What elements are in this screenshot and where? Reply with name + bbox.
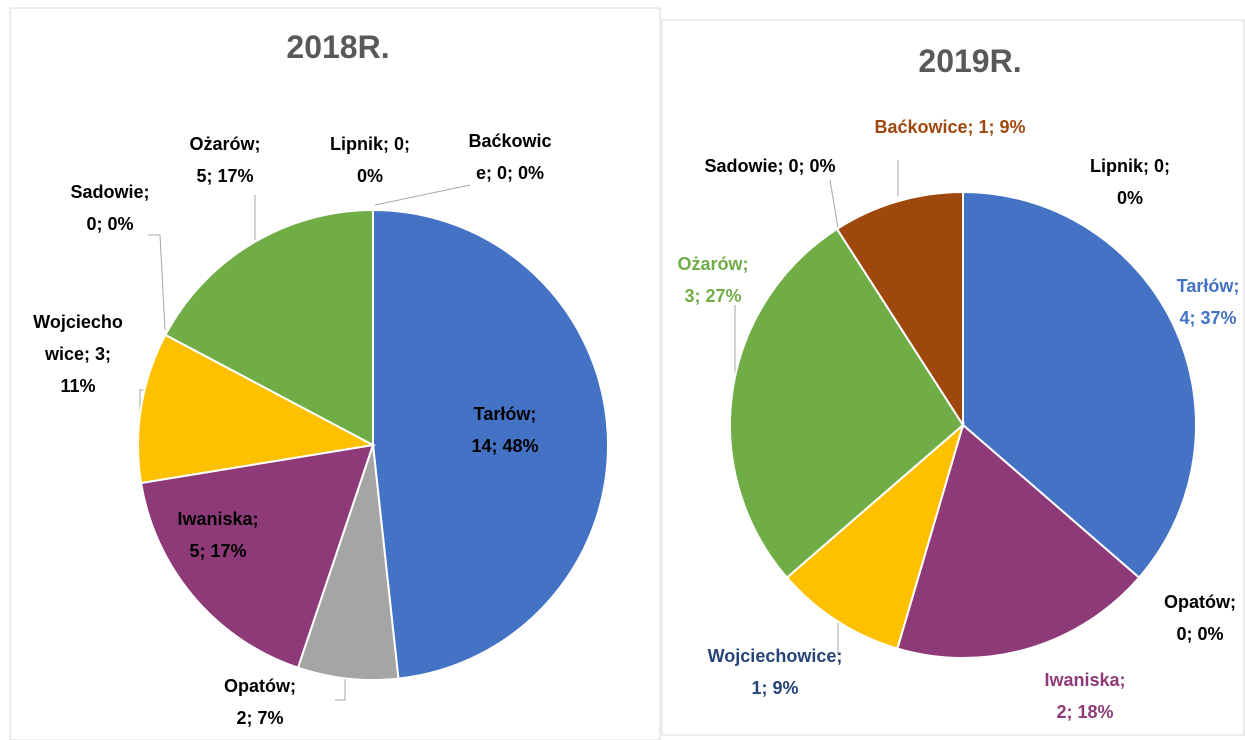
pie-slice	[835, 190, 964, 429]
label-line: 5; 17%	[189, 541, 246, 561]
label-line: 14; 48%	[471, 436, 538, 456]
pie-slice	[137, 333, 377, 485]
label-line: Iwaniska;	[1044, 670, 1125, 690]
label-line: 0; 0%	[86, 214, 133, 234]
pie-slice	[164, 208, 374, 447]
label-line: Wojciechowice;	[708, 646, 843, 666]
slice-label: Lipnik; 0; 0%	[1090, 156, 1170, 208]
label-line: 4; 37%	[1179, 308, 1236, 328]
label-line: 1; 9%	[751, 678, 798, 698]
slice-label: Opatów; 2; 7%	[224, 676, 296, 728]
leader-line	[148, 234, 166, 331]
label-line: Lipnik; 0;	[330, 134, 410, 154]
label-line: e; 0; 0%	[476, 163, 544, 183]
label-line: 0%	[357, 166, 383, 186]
label-line: 0; 0%	[1176, 624, 1223, 644]
chart-title: 2019R.	[918, 43, 1021, 79]
label-line: Opatów;	[1164, 592, 1236, 612]
label-line: Ożarów;	[189, 134, 260, 154]
label-line: 0%	[1117, 188, 1143, 208]
label-line: Ożarów;	[677, 254, 748, 274]
chart-title: 2018R.	[286, 29, 389, 65]
slice-label: Ożarów; 5; 17%	[189, 134, 260, 186]
slice-label: Lipnik; 0; 0%	[330, 134, 410, 186]
slice-label: Baćkowic e; 0; 0%	[468, 131, 551, 183]
leader-line	[374, 184, 471, 206]
slice-label: Tarłów; 14; 48%	[471, 404, 538, 456]
slice-label: Wojciecho wice; 3; 11%	[33, 312, 123, 396]
leader-line	[829, 179, 839, 229]
label-line: Opatów;	[224, 676, 296, 696]
label-line: 11%	[60, 376, 95, 396]
pie-slice	[729, 227, 965, 579]
slice-label: Sadowie; 0; 0%	[704, 156, 835, 176]
pie-slice	[896, 423, 1141, 659]
label-line: Lipnik; 0;	[1090, 156, 1170, 176]
label-line: wice; 3;	[44, 344, 111, 364]
leader-line	[335, 675, 346, 701]
label-line: Baćkowic	[468, 131, 551, 151]
slice-label: Baćkowice; 1; 9%	[874, 117, 1025, 137]
slice-label: Tarłów; 4; 37%	[1177, 276, 1240, 328]
label-line: 2; 18%	[1056, 702, 1113, 722]
label-line: Sadowie; 0; 0%	[704, 156, 835, 176]
slice-label: Wojciechowice; 1; 9%	[708, 646, 843, 698]
label-line: 2; 7%	[236, 708, 283, 728]
pie-slice	[139, 443, 375, 669]
label-line: 5; 17%	[196, 166, 253, 186]
pie-slice	[785, 422, 965, 650]
label-line: Sadowie;	[70, 182, 149, 202]
slice-label: Iwaniska; 2; 18%	[1044, 670, 1125, 722]
slice-label: Opatów; 0; 0%	[1164, 592, 1236, 644]
label-line: Baćkowice; 1; 9%	[874, 117, 1025, 137]
slice-label: Iwaniska; 5; 17%	[177, 509, 258, 561]
label-line: Tarłów;	[1177, 276, 1240, 296]
label-line: Iwaniska;	[177, 509, 258, 529]
pie-slice	[962, 190, 1197, 579]
slice-label: Sadowie; 0; 0%	[70, 182, 149, 234]
pie-slice	[372, 208, 609, 680]
label-line: Wojciecho	[33, 312, 123, 332]
slice-label: Ożarów; 3; 27%	[677, 254, 748, 306]
label-line: 3; 27%	[684, 286, 741, 306]
label-line: Tarłów;	[474, 404, 537, 424]
